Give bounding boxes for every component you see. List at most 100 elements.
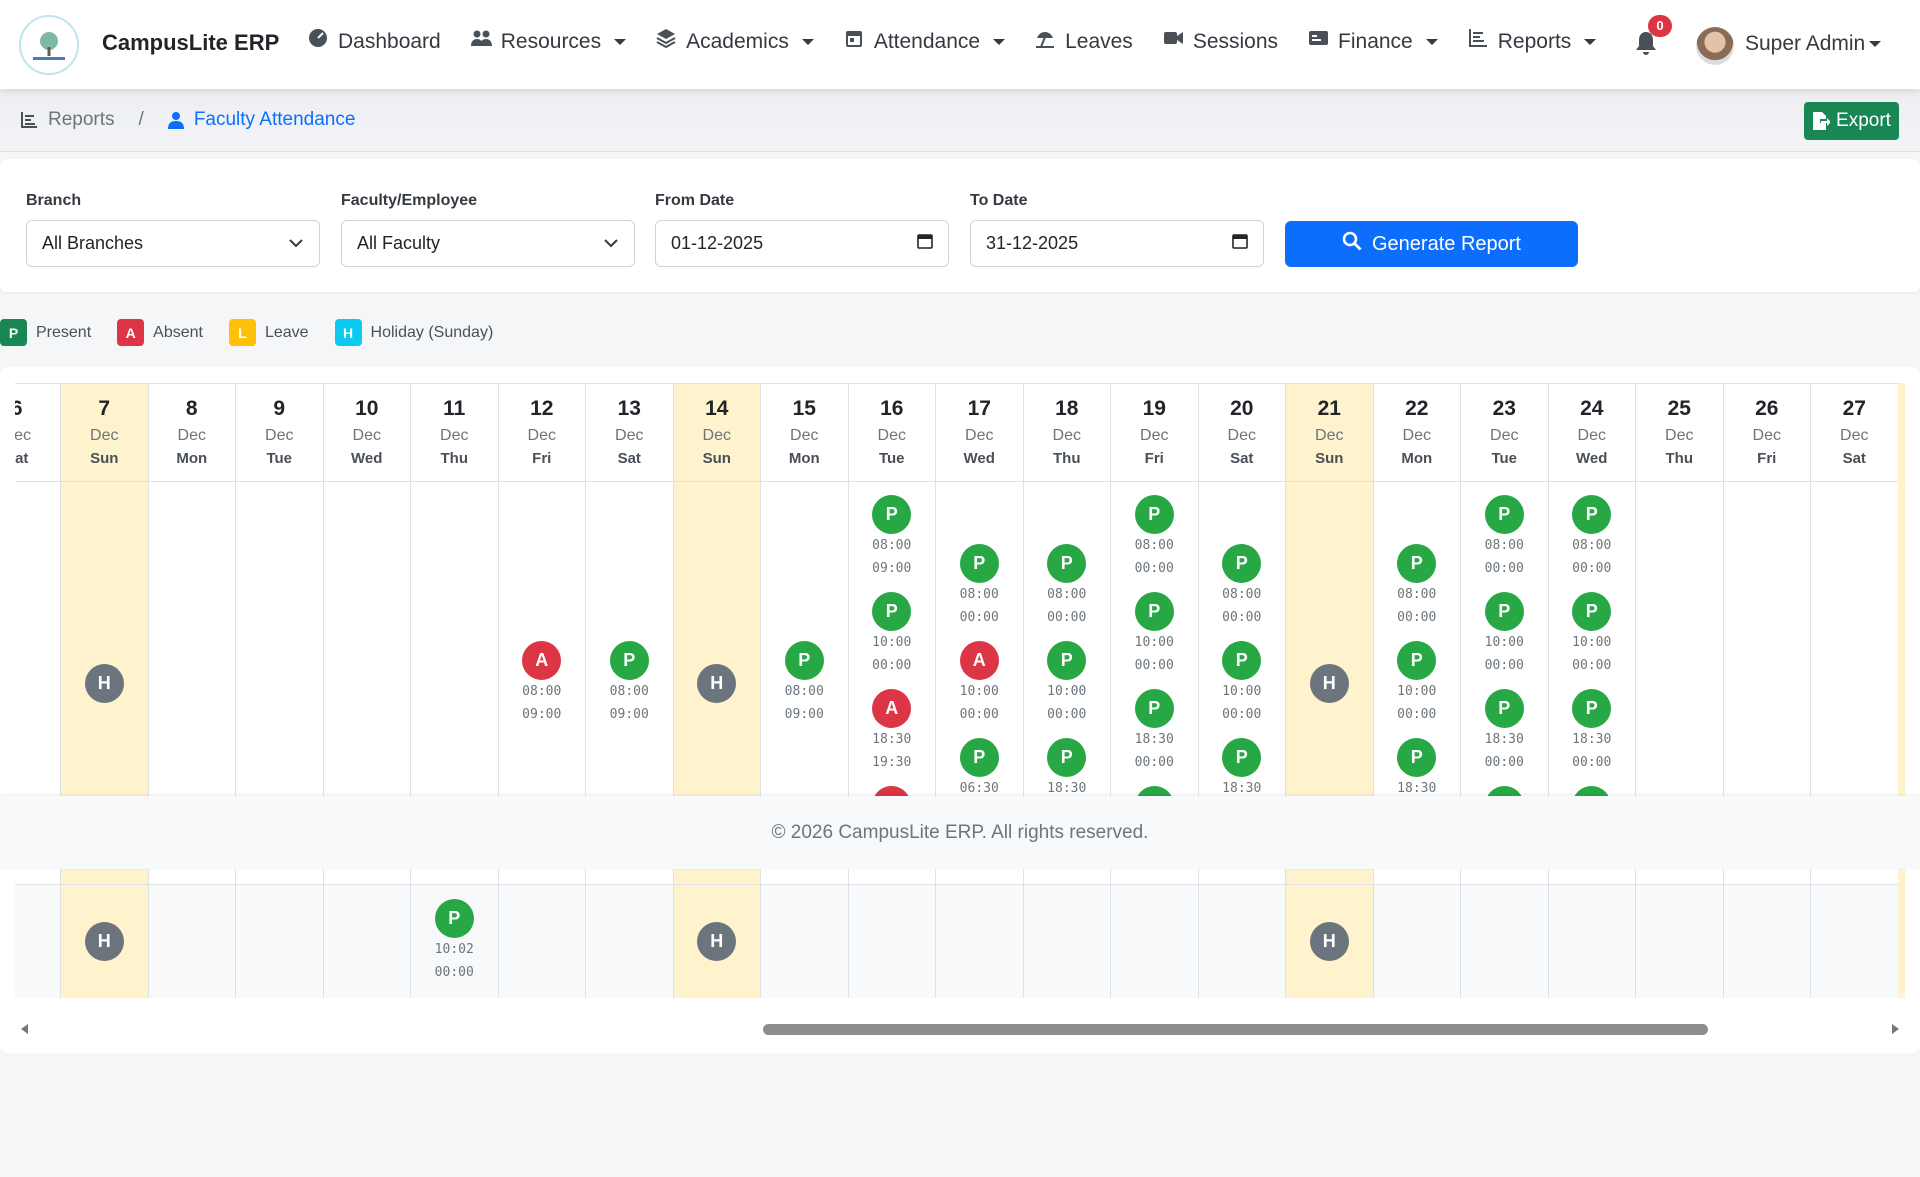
brand[interactable]: CampusLite ERP <box>102 30 280 55</box>
attendance-entry: P 08:00 00:00 <box>1222 538 1261 635</box>
caret <box>1869 41 1882 47</box>
user-menu[interactable]: Super Admin <box>1745 32 1882 56</box>
attendance-table: 6 Dec Sat 7 Dec Sun 8 Dec Mon 9 Dec Tue 10 Dec Wed 11 De… <box>15 383 1905 998</box>
nav-icon <box>1035 28 1056 55</box>
date-input[interactable]: 31-12-2025 <box>970 220 1264 267</box>
day-month: Dec <box>1315 427 1344 444</box>
legend-badge: H <box>334 319 362 346</box>
nav-item[interactable]: Leaves <box>1035 28 1133 55</box>
day-weekday: Thu <box>1665 450 1694 467</box>
status-badge: P <box>1134 495 1174 534</box>
day-header: 21 Dec Sun <box>1286 384 1374 482</box>
day-weekday: Thu <box>440 450 469 467</box>
nav-icon <box>1308 28 1329 55</box>
attendance-entry: P 08:00 00:00 <box>1135 489 1174 586</box>
attendance-cell <box>1373 885 1461 998</box>
day-number: 16 <box>880 397 904 420</box>
nav-icon <box>656 28 677 55</box>
attendance-entry: H <box>1309 663 1349 703</box>
time: 19:30 <box>872 755 912 770</box>
attendance-entry: H <box>84 663 124 703</box>
day-header: 18 Dec Thu <box>1023 384 1111 482</box>
status-badge: P <box>1222 640 1262 680</box>
status-badge: H <box>84 922 124 961</box>
time: 00:00 <box>1572 561 1612 576</box>
day-weekday: Mon <box>1401 450 1433 467</box>
day-header: 14 Dec Sun <box>673 384 761 482</box>
attendance-cell <box>1461 885 1549 998</box>
nav-item[interactable]: Sessions <box>1163 28 1278 55</box>
caret <box>1584 38 1597 45</box>
scroll-thumb[interactable] <box>763 1024 1708 1035</box>
attendance-entry: P 10:00 00:00 <box>1397 635 1436 732</box>
breadcrumb-separator: / <box>138 109 144 130</box>
filter-label: Faculty/Employee <box>341 192 478 209</box>
footer: © 2026 CampusLite ERP. All rights reserv… <box>0 796 1920 869</box>
attendance-cell <box>1723 885 1811 998</box>
day-number: 15 <box>792 397 816 420</box>
day-header: 6 Dec Sat <box>15 384 61 482</box>
time: 00:00 <box>1047 609 1087 625</box>
generate-button[interactable]: Generate Report <box>1285 221 1578 267</box>
attendance-cell <box>1023 885 1111 998</box>
attendance-entry: P 08:00 00:00 <box>1397 538 1436 635</box>
nav-item[interactable]: Resources <box>470 28 627 55</box>
status-badge: P <box>959 543 999 583</box>
search-icon <box>1342 231 1362 257</box>
attendance-entry: P 08:00 00:00 <box>1572 489 1611 586</box>
select-input[interactable]: All Faculty <box>341 220 635 267</box>
time: 00:00 <box>1484 658 1524 673</box>
date-input[interactable]: 01-12-2025 <box>655 220 949 267</box>
time: 10:00 <box>1047 683 1087 699</box>
scroll-left[interactable] <box>19 1023 31 1035</box>
attendance-entry: P 08:00 00:00 <box>960 538 999 635</box>
attendance-cell <box>323 885 411 998</box>
day-weekday: Tue <box>878 450 905 467</box>
time: 08:00 <box>1484 538 1524 553</box>
generate-label: Generate Report <box>1372 232 1521 255</box>
scrollbar[interactable] <box>0 1017 1920 1041</box>
scroll-right[interactable] <box>1889 1023 1901 1035</box>
breadcrumb-link[interactable]: Reports <box>48 109 115 130</box>
day-month: Dec <box>1665 427 1694 444</box>
time: 00:00 <box>1134 658 1174 673</box>
attendance-entry: H <box>697 922 737 961</box>
time: 10:00 <box>1397 683 1437 699</box>
avatar[interactable] <box>1696 27 1734 65</box>
day-number: 7 <box>98 397 111 420</box>
day-month: Dec <box>790 427 819 444</box>
day-month: Dec <box>177 427 206 444</box>
status-badge: P <box>1484 689 1524 728</box>
time: 08:00 <box>1397 586 1437 602</box>
attendance-cell: H <box>673 885 761 998</box>
export-button[interactable]: Export <box>1804 102 1899 140</box>
status-badge: P <box>1222 737 1262 777</box>
notification-bell[interactable] <box>1634 30 1658 61</box>
time: 00:00 <box>1047 706 1087 722</box>
attendance-cell <box>1198 885 1286 998</box>
nav-icon <box>844 28 865 55</box>
nav-label: Leaves <box>1065 29 1133 53</box>
legend-item: A Absent <box>117 319 203 346</box>
nav-item[interactable]: Attendance <box>844 28 1006 55</box>
notification-count: 0 <box>1648 15 1672 37</box>
nav-label: Dashboard <box>338 29 441 53</box>
attendance-cell: P 10:02 00:00 <box>411 885 499 998</box>
day-header: 22 Dec Mon <box>1373 384 1461 482</box>
time: 00:00 <box>1484 561 1524 576</box>
caret <box>614 38 627 45</box>
nav-icon <box>470 28 492 55</box>
day-header: 15 Dec Mon <box>761 384 849 482</box>
attendance-entry: H <box>1309 922 1349 961</box>
logo[interactable] <box>19 15 79 75</box>
select-input[interactable]: All Branches <box>26 220 320 267</box>
nav-item[interactable]: Finance <box>1308 28 1438 55</box>
status-badge: P <box>1484 592 1524 631</box>
day-number: 8 <box>185 397 198 420</box>
time: 10:00 <box>959 683 999 699</box>
nav-item[interactable]: Dashboard <box>308 28 441 55</box>
status-badge: P <box>609 640 649 680</box>
chevron-icon <box>603 233 619 254</box>
nav-item[interactable]: Academics <box>656 28 814 55</box>
nav-item[interactable]: Reports <box>1468 28 1597 55</box>
